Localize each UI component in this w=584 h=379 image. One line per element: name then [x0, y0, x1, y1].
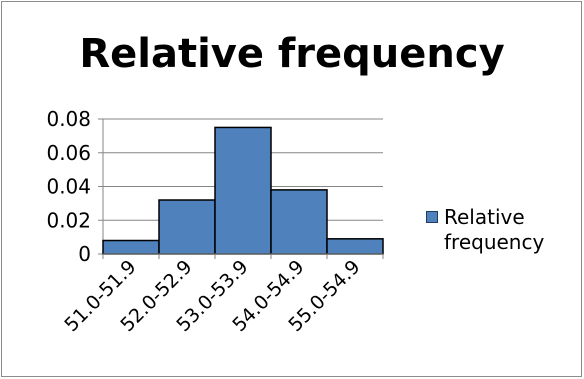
bar [326, 238, 384, 255]
y-tick-label: 0.08 [46, 107, 91, 131]
chart-title: Relative frequency [79, 31, 505, 77]
bar [158, 199, 216, 255]
bar [270, 189, 328, 255]
bar [102, 239, 160, 255]
legend-swatch [426, 211, 438, 223]
y-tick-label: 0.04 [46, 175, 91, 199]
bar [214, 126, 272, 255]
y-tick-label: 0 [78, 242, 91, 266]
y-tick-label: 0.02 [46, 208, 91, 232]
y-tick-label: 0.06 [46, 141, 91, 165]
legend-label: Relative frequency [444, 205, 545, 254]
